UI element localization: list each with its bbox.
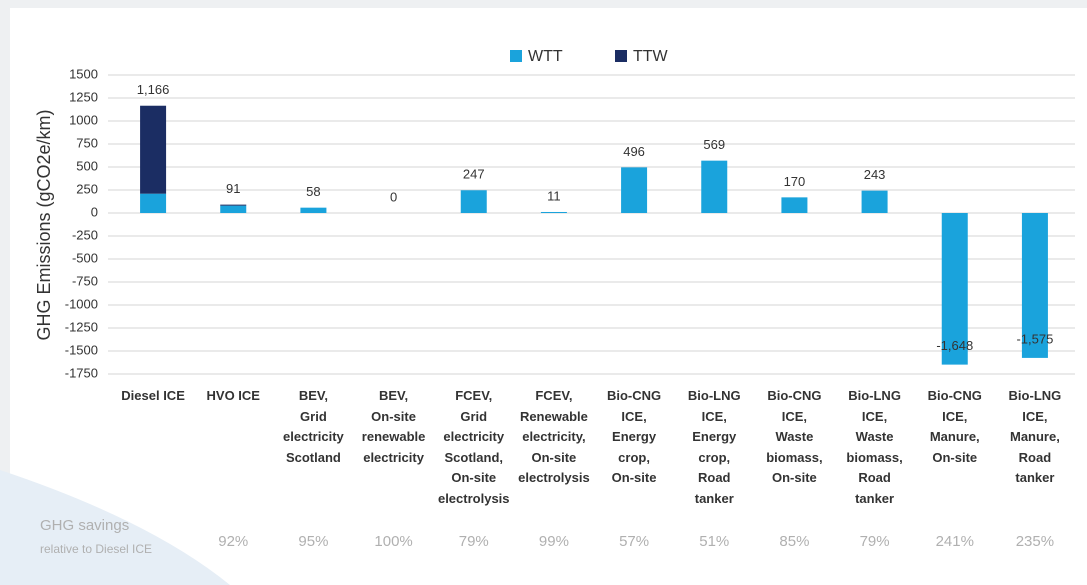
legend-label: WTT [528, 48, 563, 65]
y-axis-label: GHG Emissions (gCO2e/km) [34, 109, 54, 340]
y-tick-label: 0 [91, 204, 98, 219]
value-label: -1,648 [936, 338, 973, 353]
bar [140, 105, 167, 194]
bar [781, 197, 808, 213]
card [10, 8, 1087, 585]
savings-label: 95% [298, 533, 328, 550]
x-tick-label: Diesel ICE [121, 388, 185, 403]
savings-label: 241% [936, 533, 974, 550]
decoration [0, 470, 230, 585]
y-tick-label: -1250 [65, 319, 98, 334]
x-tick-label: Bio-CNG ICE, Waste biomass, On-site [766, 388, 823, 485]
y-tick-label: 1250 [69, 89, 98, 104]
x-tick-label: BEV, Grid electricity Scotland [283, 388, 344, 465]
bar [1021, 213, 1048, 358]
savings-label: 51% [699, 533, 729, 550]
savings-label: 85% [779, 533, 809, 550]
x-tick-label: Bio-LNG ICE, Energy crop, Road tanker [687, 388, 741, 506]
savings-title: GHG savings [40, 517, 129, 534]
legend-swatch [510, 50, 522, 62]
value-label: 11 [547, 188, 561, 203]
y-tick-label: -1500 [65, 342, 98, 357]
x-tick-label: FCEV, Renewable electricity, On-site ele… [518, 388, 590, 485]
x-tick-label: BEV, On-site renewable electricity [361, 388, 426, 465]
savings-label: 79% [459, 533, 489, 550]
value-label: 1,166 [137, 82, 170, 97]
legend-swatch [615, 50, 627, 62]
bar [300, 207, 327, 213]
savings-label: 100% [374, 533, 412, 550]
x-tick-label: FCEV, Grid electricity Scotland, On-site… [437, 388, 510, 506]
bar [140, 193, 167, 213]
x-tick-label: Bio-CNG ICE, Manure, On-site [927, 388, 982, 465]
value-label: 58 [306, 184, 320, 199]
bar [220, 205, 247, 213]
y-tick-label: -500 [72, 250, 98, 265]
value-label: 91 [226, 181, 240, 196]
value-label: 496 [623, 144, 645, 159]
value-label: 243 [864, 167, 886, 182]
bar [460, 190, 487, 213]
y-tick-label: 1500 [69, 66, 98, 81]
bar [540, 211, 567, 213]
value-label: 247 [463, 167, 485, 182]
x-tick-label: Bio-LNG ICE, Waste biomass, Road tanker [846, 388, 903, 506]
legend-label: TTW [633, 48, 669, 65]
bar [861, 190, 888, 213]
savings-subtitle: relative to Diesel ICE [40, 542, 152, 556]
savings-label: 57% [619, 533, 649, 550]
savings-label: 79% [860, 533, 890, 550]
value-label: 0 [390, 189, 397, 204]
y-tick-label: -250 [72, 227, 98, 242]
x-tick-label: Bio-CNG ICE, Energy crop, On-site [606, 388, 662, 485]
savings-label: 99% [539, 533, 569, 550]
y-tick-label: 500 [76, 158, 98, 173]
savings-label: 92% [218, 533, 248, 550]
bar [941, 213, 968, 365]
y-tick-label: -1750 [65, 365, 98, 380]
y-tick-label: 750 [76, 135, 98, 150]
value-label: 170 [784, 174, 806, 189]
bar [621, 167, 648, 213]
x-tick-label: Bio-LNG ICE, Manure, Road tanker [1008, 388, 1062, 485]
bar [220, 204, 247, 206]
y-tick-label: -750 [72, 273, 98, 288]
y-tick-label: 250 [76, 181, 98, 196]
x-tick-label: HVO ICE [206, 388, 260, 403]
y-tick-label: 1000 [69, 112, 98, 127]
value-label: 569 [703, 137, 725, 152]
value-label: -1,575 [1016, 331, 1053, 346]
y-tick-label: -1000 [65, 296, 98, 311]
savings-label: 235% [1016, 533, 1054, 550]
bar [701, 160, 728, 213]
